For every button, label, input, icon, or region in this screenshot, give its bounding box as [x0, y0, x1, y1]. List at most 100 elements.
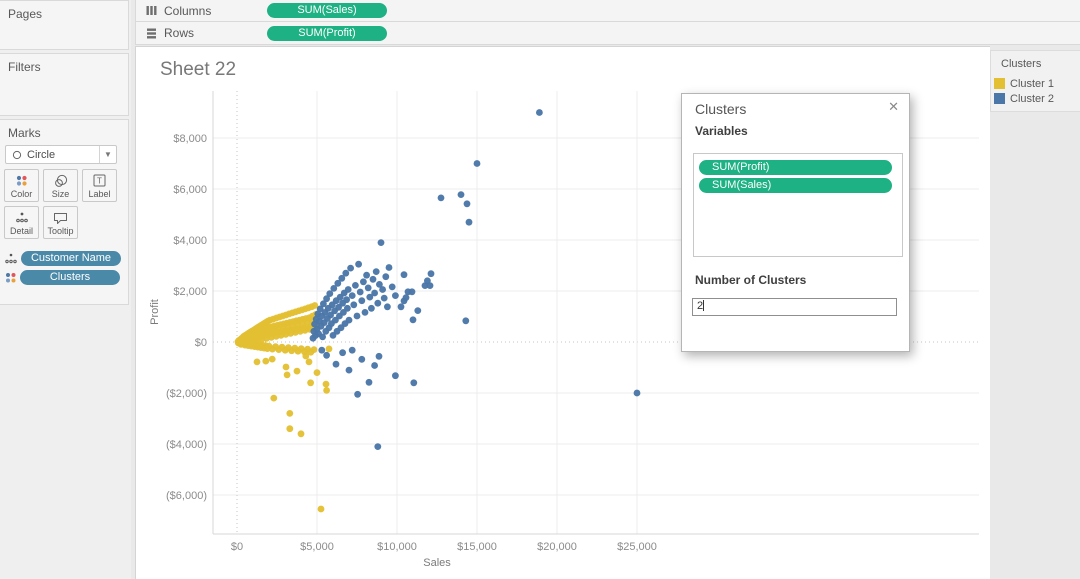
data-point[interactable]: [426, 282, 434, 289]
data-point[interactable]: [318, 346, 326, 354]
data-point[interactable]: [473, 160, 481, 167]
variables-list[interactable]: SUM(Profit) SUM(Sales): [693, 153, 903, 257]
data-point[interactable]: [372, 268, 380, 275]
data-point[interactable]: [392, 292, 399, 299]
pages-shelf[interactable]: Pages: [0, 0, 129, 50]
scatter-plot[interactable]: $8,000 $6,000 $4,000 $2,000 $0 ($2,000) ($4,00…: [136, 47, 991, 579]
data-point[interactable]: [286, 410, 294, 417]
data-point[interactable]: [376, 281, 383, 288]
data-point[interactable]: [322, 380, 330, 388]
data-point[interactable]: [323, 387, 330, 394]
data-point[interactable]: [332, 360, 340, 368]
mark-type-dropdown[interactable]: Circle ▼: [5, 145, 117, 164]
data-point[interactable]: [360, 278, 367, 286]
data-point[interactable]: [313, 369, 321, 376]
data-point[interactable]: [361, 309, 369, 316]
data-point[interactable]: [282, 363, 290, 371]
color-button[interactable]: Color: [4, 169, 39, 202]
rows-shelf[interactable]: Rows SUM(Profit): [135, 22, 1080, 45]
data-point[interactable]: [342, 269, 350, 277]
data-point[interactable]: [374, 443, 382, 450]
customer-name-pill[interactable]: Customer Name: [21, 250, 121, 266]
data-point[interactable]: [316, 305, 324, 313]
close-icon[interactable]: ✕: [888, 99, 899, 114]
data-point[interactable]: [392, 372, 399, 380]
data-point[interactable]: [374, 299, 382, 307]
data-point[interactable]: [319, 333, 326, 341]
data-point[interactable]: [302, 352, 310, 360]
data-point[interactable]: [457, 191, 465, 199]
data-point[interactable]: [371, 362, 378, 369]
data-point[interactable]: [409, 316, 417, 324]
data-point[interactable]: [358, 297, 366, 305]
data-point[interactable]: [363, 271, 370, 279]
data-point[interactable]: [364, 284, 372, 292]
data-point[interactable]: [465, 218, 473, 226]
data-point[interactable]: [338, 274, 346, 282]
data-point[interactable]: [345, 366, 353, 374]
variable-pill-sum-sales[interactable]: SUM(Sales): [699, 178, 892, 193]
data-point[interactable]: [345, 316, 353, 324]
data-point[interactable]: [377, 239, 385, 247]
data-point[interactable]: [355, 260, 362, 268]
data-point[interactable]: [400, 271, 408, 279]
data-point[interactable]: [293, 367, 301, 375]
data-point[interactable]: [348, 346, 356, 354]
variable-pill-sum-profit[interactable]: SUM(Profit): [699, 160, 892, 175]
data-point[interactable]: [307, 379, 314, 387]
data-point[interactable]: [379, 286, 386, 293]
data-point[interactable]: [402, 294, 410, 301]
data-point[interactable]: [414, 307, 422, 314]
data-point[interactable]: [410, 379, 418, 387]
data-point[interactable]: [326, 290, 334, 297]
data-point[interactable]: [354, 390, 361, 398]
data-point[interactable]: [437, 194, 445, 202]
data-point[interactable]: [253, 358, 261, 366]
sum-profit-pill[interactable]: SUM(Profit): [267, 25, 387, 41]
legend-item-cluster-1[interactable]: Cluster 1: [991, 76, 1080, 91]
filters-shelf[interactable]: Filters: [0, 53, 129, 116]
detail-button[interactable]: Detail: [4, 206, 39, 239]
data-point[interactable]: [369, 275, 377, 283]
data-point[interactable]: [311, 302, 319, 309]
data-point[interactable]: [380, 294, 388, 302]
data-point[interactable]: [317, 505, 325, 513]
data-point[interactable]: [343, 296, 350, 304]
size-button[interactable]: Size: [43, 169, 78, 202]
data-point[interactable]: [305, 358, 313, 366]
clusters-pill[interactable]: Clusters: [20, 269, 120, 285]
data-point[interactable]: [397, 303, 405, 311]
data-point[interactable]: [323, 295, 330, 303]
data-point[interactable]: [375, 352, 383, 360]
data-point[interactable]: [385, 264, 393, 271]
data-point[interactable]: [427, 270, 435, 278]
label-button[interactable]: T Label: [82, 169, 117, 202]
sum-sales-pill[interactable]: SUM(Sales): [267, 3, 387, 18]
data-point[interactable]: [408, 288, 416, 296]
data-point[interactable]: [334, 279, 342, 287]
legend-item-cluster-2[interactable]: Cluster 2: [991, 91, 1080, 106]
data-point[interactable]: [371, 289, 378, 297]
data-point[interactable]: [366, 293, 374, 301]
data-point[interactable]: [350, 301, 358, 309]
data-point[interactable]: [323, 351, 330, 359]
data-point[interactable]: [286, 425, 294, 433]
data-point[interactable]: [463, 200, 471, 208]
data-point[interactable]: [283, 371, 291, 379]
data-point[interactable]: [262, 357, 270, 365]
data-point[interactable]: [384, 303, 391, 311]
data-point[interactable]: [344, 286, 352, 293]
data-point[interactable]: [356, 288, 364, 296]
data-point[interactable]: [352, 282, 359, 289]
data-point[interactable]: [382, 273, 390, 281]
chevron-down-icon[interactable]: ▼: [99, 146, 116, 163]
data-point[interactable]: [339, 349, 346, 357]
data-point[interactable]: [462, 317, 470, 325]
data-point[interactable]: [348, 292, 356, 299]
data-point[interactable]: [325, 345, 333, 353]
data-point[interactable]: [633, 389, 641, 397]
columns-shelf[interactable]: Columns SUM(Sales): [135, 0, 1080, 22]
data-point[interactable]: [388, 283, 396, 291]
tooltip-button[interactable]: Tooltip: [43, 206, 78, 239]
data-point[interactable]: [358, 355, 366, 363]
